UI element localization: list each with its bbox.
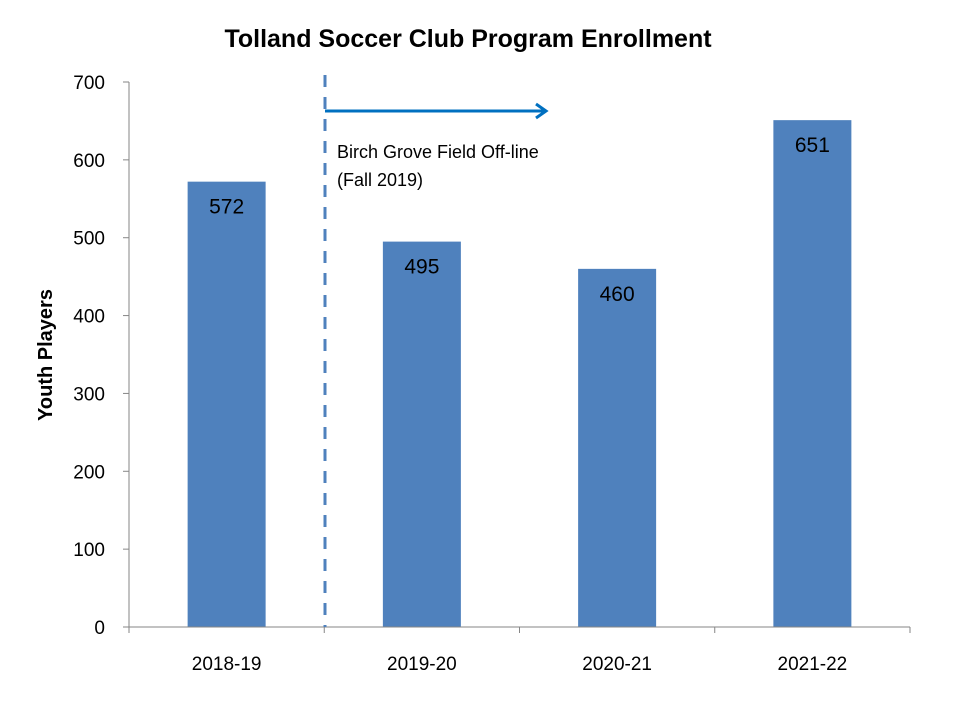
x-tick-label: 2019-20 bbox=[387, 654, 457, 675]
data-label: 572 bbox=[209, 196, 244, 219]
x-tick-label: 2021-22 bbox=[778, 654, 848, 675]
y-tick-label: 100 bbox=[73, 540, 105, 561]
y-axis-label: Youth Players bbox=[35, 289, 57, 421]
y-tick-label: 300 bbox=[73, 384, 105, 405]
y-tick-label: 500 bbox=[73, 229, 105, 250]
y-tick-label: 600 bbox=[73, 151, 105, 172]
data-label: 460 bbox=[600, 283, 635, 306]
y-tick-label: 700 bbox=[73, 73, 105, 94]
x-tick-label: 2018-19 bbox=[192, 654, 262, 675]
y-tick-label: 400 bbox=[73, 307, 105, 328]
arrow-head-icon bbox=[535, 102, 549, 120]
y-tick-label: 0 bbox=[94, 618, 105, 639]
bar-2019-20 bbox=[382, 241, 461, 627]
annotation-line-1: Birch Grove Field Off-line bbox=[337, 142, 539, 162]
bar-2018-19 bbox=[187, 181, 266, 627]
data-label: 495 bbox=[404, 256, 439, 279]
annotation-line-2: (Fall 2019) bbox=[337, 170, 423, 190]
chart-title: Tolland Soccer Club Program Enrollment bbox=[224, 25, 712, 53]
data-label: 651 bbox=[795, 134, 830, 157]
bar-2021-22 bbox=[773, 120, 852, 628]
bar-2020-21 bbox=[578, 268, 657, 627]
y-tick-label: 200 bbox=[73, 462, 105, 483]
x-tick-label: 2020-21 bbox=[582, 654, 652, 675]
